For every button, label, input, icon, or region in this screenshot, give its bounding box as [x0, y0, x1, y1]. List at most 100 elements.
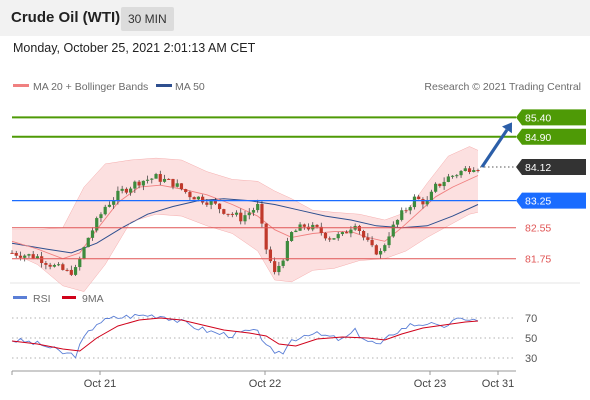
candle [78, 258, 82, 268]
candle [302, 224, 306, 227]
candle [311, 224, 315, 230]
resistance-level-tag [516, 109, 586, 126]
candle [120, 188, 124, 191]
x-tick-label: Oct 22 [249, 378, 281, 390]
candle [421, 199, 425, 205]
x-tick-label: Oct 23 [414, 378, 446, 390]
last-level-tag [516, 158, 586, 175]
candle [383, 245, 387, 251]
candle [434, 183, 438, 192]
candle [69, 269, 73, 275]
candle [370, 239, 374, 246]
candle [73, 267, 78, 275]
candle [404, 210, 408, 212]
candle [27, 254, 31, 256]
rsi-level-label: 70 [525, 313, 537, 325]
candle [362, 230, 366, 238]
candle [112, 200, 116, 205]
candle [264, 223, 268, 250]
research-credit: Research © 2021 Trading Central [424, 81, 581, 93]
candle [23, 255, 27, 258]
x-tick-label: Oct 31 [482, 378, 514, 390]
price-panel [10, 146, 480, 292]
resistance-level-label: 84.90 [525, 132, 551, 144]
candle [438, 183, 442, 187]
candle [408, 207, 412, 211]
candle [184, 189, 188, 193]
last-level-label: 84.12 [525, 162, 551, 174]
candle [107, 204, 112, 207]
candle [175, 183, 179, 187]
rsi-level-label: 50 [525, 333, 537, 345]
candle [345, 232, 349, 234]
candle [150, 178, 154, 180]
candle [14, 252, 18, 256]
candle [162, 178, 167, 182]
x-tick-label: Oct 21 [84, 378, 116, 390]
candle [154, 174, 158, 179]
candle [412, 196, 417, 208]
candle [260, 204, 264, 224]
candle [446, 176, 450, 182]
candle [116, 190, 120, 201]
candle [247, 212, 251, 216]
rsi-level-label: 30 [525, 353, 537, 365]
candle [315, 224, 319, 227]
pivot-level-label: 83.25 [525, 196, 551, 208]
candle [239, 212, 243, 222]
x-axis: Oct 21 Oct 22 Oct 23 Oct 31 [11, 371, 514, 390]
timeframe-button[interactable]: 30 MIN [121, 7, 174, 31]
candle [378, 250, 383, 255]
candle [417, 196, 421, 200]
candle [217, 203, 222, 210]
levels-layer: 85.40 84.90 84.12 83.25 82.55 81.75 [12, 109, 586, 266]
candle [230, 213, 234, 215]
rsi-line [11, 313, 479, 359]
candle [137, 181, 141, 186]
candle [251, 210, 256, 213]
candle [442, 181, 446, 187]
candle [472, 170, 476, 172]
candle [425, 200, 429, 205]
candle [349, 229, 353, 234]
rsi-legend-label: RSI [33, 293, 51, 305]
forecast-arrow-head [502, 122, 512, 134]
instrument-title: Crude Oil (WTI) [11, 9, 121, 26]
candle [10, 252, 14, 254]
candle [319, 226, 323, 233]
candle [82, 247, 86, 259]
candle [61, 264, 65, 270]
candle [201, 196, 205, 203]
candle [171, 178, 175, 187]
candle [226, 213, 230, 215]
chart-header: Crude Oil (WTI) 30 MIN [0, 0, 590, 36]
candle [52, 264, 56, 267]
candle [65, 269, 69, 271]
candle [40, 256, 44, 264]
candle [205, 202, 209, 205]
candle [133, 181, 137, 189]
candle [35, 256, 40, 259]
candle [44, 263, 48, 265]
candle [450, 175, 455, 177]
ma50-legend-label: MA 50 [175, 81, 205, 93]
candle [95, 218, 99, 231]
candle [400, 210, 404, 220]
candle [18, 255, 23, 258]
candle [188, 192, 192, 198]
rsi-ma-legend-swatch [62, 296, 76, 299]
candle [213, 201, 217, 204]
candle [459, 171, 463, 176]
candle [332, 238, 336, 240]
ma50-legend-swatch [156, 84, 172, 87]
candle [179, 183, 184, 190]
candle [328, 238, 332, 240]
candle [158, 174, 162, 182]
candle [167, 178, 171, 180]
candle [467, 168, 472, 172]
candle [285, 240, 289, 261]
candle [429, 191, 433, 201]
candle [86, 237, 90, 248]
candle [340, 232, 345, 235]
candle [290, 232, 294, 241]
